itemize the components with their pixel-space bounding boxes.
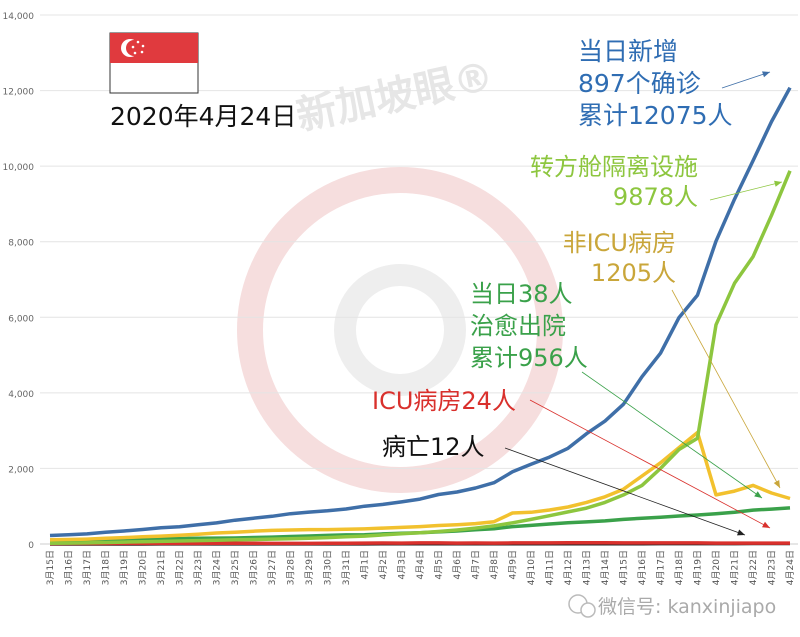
x-tick-label: 4月18日: [674, 550, 685, 585]
annotation-discharged: 当日38人 治愈出院 累计956人: [470, 278, 588, 374]
annotation-line: 9878人: [612, 183, 698, 211]
x-tick-label: 4月12日: [563, 550, 574, 585]
annotation-line: 累计12075人: [578, 101, 733, 130]
x-tick-label: 4月23日: [767, 550, 778, 585]
flag-star: [141, 44, 145, 48]
y-tick-label: 12,000: [3, 88, 35, 98]
x-tick-label: 4月22日: [748, 550, 759, 585]
x-tick-label: 4月15日: [619, 550, 630, 585]
wechat-icon-small: [580, 602, 596, 618]
x-tick-label: 3月24日: [212, 550, 223, 585]
watermark-text: 新加坡眼®: [293, 53, 498, 140]
arrow-head: [774, 180, 782, 187]
x-tick-label: 3月22日: [175, 550, 186, 585]
annotation-facility: 转方舱隔离设施 9878人: [508, 152, 698, 212]
annotation-arrow: [709, 181, 783, 201]
x-tick-label: 4月17日: [656, 550, 667, 585]
x-tick-label: 4月8日: [489, 550, 500, 579]
x-tick-label: 4月21日: [730, 550, 741, 585]
y-tick-label: 8,000: [8, 239, 34, 249]
x-tick-label: 4月6日: [452, 550, 463, 579]
flag-star: [133, 51, 137, 55]
arrow-head: [737, 529, 745, 536]
y-tick-label: 14,000: [3, 12, 35, 22]
annotation-line: 累计956人: [470, 344, 588, 372]
annotation-icu: ICU病房24人: [372, 387, 516, 415]
annotation-line: 转方舱隔离设施: [530, 153, 698, 181]
arrow-head: [754, 491, 762, 498]
x-tick-label: 4月3日: [397, 550, 408, 579]
y-tick-label: 10,000: [3, 163, 35, 173]
annotation-arrow: [529, 399, 771, 529]
series-line-ICU病房: [49, 541, 790, 546]
annotation-arrow: [504, 447, 746, 536]
annotation-line: 当日新增: [578, 37, 679, 66]
series-line-非ICU病房: [49, 430, 791, 542]
x-tick-label: 3月21日: [156, 550, 167, 585]
x-tick-label: 4月14日: [600, 550, 611, 585]
x-tick-label: 3月15日: [45, 550, 56, 585]
flag-star: [136, 40, 140, 44]
x-tick-label: 4月16日: [637, 550, 648, 585]
y-tick-label: 2,000: [8, 465, 34, 475]
x-tick-label: 3月23日: [193, 550, 204, 585]
flag-star: [140, 50, 144, 54]
x-tick-label: 3月30日: [323, 550, 334, 585]
annotation-line: 897个确诊: [578, 69, 701, 98]
x-tick-label: 4月2日: [378, 550, 389, 579]
x-tick-label: 3月31日: [341, 550, 352, 585]
x-tick-label: 4月4日: [415, 550, 426, 579]
x-tick-label: 3月19日: [119, 550, 130, 585]
wechat-footer: 微信号: kanxinjiapo: [598, 596, 777, 618]
flag-crescent-cut: [126, 40, 142, 56]
x-tick-label: 4月24日: [785, 550, 796, 585]
x-tick-label: 3月26日: [249, 550, 260, 585]
annotation-confirmed: 当日新增 897个确诊 累计12075人: [578, 36, 733, 132]
x-tick-label: 4月5日: [434, 550, 445, 579]
x-tick-label: 4月20日: [711, 550, 722, 585]
annotation-line: 1205人: [590, 259, 676, 287]
x-tick-label: 3月27日: [267, 550, 278, 585]
x-tick-label: 4月13日: [582, 550, 593, 585]
annotation-arrow: [581, 371, 763, 499]
arrow-head: [762, 71, 770, 78]
x-tick-label: 4月9日: [508, 550, 519, 579]
annotation-line: 治愈出院: [470, 312, 566, 340]
x-tick-label: 4月19日: [693, 550, 704, 585]
x-tick-label: 4月11日: [545, 550, 556, 585]
x-tick-label: 3月17日: [82, 550, 93, 585]
watermark-logo-inner: [334, 264, 466, 396]
annotation-line: 非ICU病房: [562, 229, 676, 257]
arrow-head: [773, 480, 780, 488]
y-tick-label: 0: [28, 541, 34, 551]
series-line-转方舱隔离设施: [49, 170, 792, 545]
x-tick-label: 3月25日: [230, 550, 241, 585]
arrow-head: [762, 521, 770, 528]
watermark-logo: [237, 167, 563, 493]
chart-title: 2020年4月24日: [110, 102, 297, 131]
y-tick-label: 4,000: [8, 390, 34, 400]
series-line-累计确诊: [49, 86, 792, 538]
flag-star: [131, 45, 135, 49]
y-tick-label: 6,000: [8, 314, 34, 324]
annotation-line: 当日38人: [470, 280, 573, 308]
x-tick-label: 4月7日: [471, 550, 482, 579]
x-tick-label: 3月28日: [286, 550, 297, 585]
x-tick-label: 3月16日: [64, 550, 75, 585]
annotation-ward: 非ICU病房 1205人: [548, 228, 676, 288]
annotation-arrow: [721, 71, 771, 89]
annotation-deaths: 病亡12人: [382, 433, 485, 461]
x-tick-label: 4月1日: [360, 550, 371, 579]
x-tick-label: 3月18日: [101, 550, 112, 585]
x-tick-label: 3月29日: [304, 550, 315, 585]
x-tick-label: 3月20日: [138, 550, 149, 585]
annotation-arrow: [671, 289, 781, 489]
x-tick-label: 4月10日: [526, 550, 537, 585]
